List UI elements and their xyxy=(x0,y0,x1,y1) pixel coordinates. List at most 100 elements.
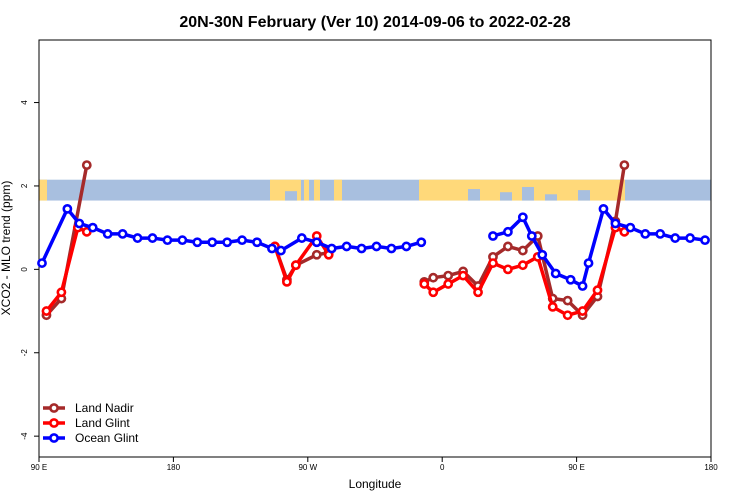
series-layer xyxy=(37,160,710,321)
point-ocean-glint-0-3 xyxy=(87,222,98,233)
legend-item-land-nadir: Land Nadir xyxy=(43,401,134,415)
point-ocean-glint-0-6 xyxy=(132,233,143,243)
point-land-glint-2-5 xyxy=(488,258,498,268)
point-land-glint-2-6 xyxy=(503,264,513,275)
y-tick-label-2: 0 xyxy=(20,267,29,272)
x-tick-label-2: 90 W xyxy=(298,463,317,472)
legend-label-land-nadir: Land Nadir xyxy=(75,401,134,415)
y-tick-label-3: 2 xyxy=(20,183,29,188)
point-ocean-glint-0-0 xyxy=(37,258,47,268)
point-land-glint-2-1 xyxy=(428,287,439,298)
y-tick-label-1: -2 xyxy=(20,349,29,357)
point-ocean-glint-0-7 xyxy=(147,233,158,243)
point-ocean-glint-1-6 xyxy=(565,274,576,285)
map-land-2 xyxy=(304,179,309,201)
series-land-glint xyxy=(41,222,630,321)
y-axis-label: XCO2 - MLO trend (ppm) xyxy=(0,181,13,316)
point-land-nadir-2-7 xyxy=(517,245,528,256)
map-land-0 xyxy=(39,179,47,201)
x-axis: 90 E 180 90 W 0 90 E 180 xyxy=(31,457,718,472)
legend-marker-ocean-glint xyxy=(49,433,59,443)
point-land-glint-2-10 xyxy=(562,310,573,321)
point-land-nadir-2-14 xyxy=(619,160,630,170)
point-ocean-glint-0-25 xyxy=(416,237,427,248)
point-ocean-glint-1-14 xyxy=(670,233,681,243)
point-ocean-glint-0-19 xyxy=(326,243,337,254)
map-coast-2 xyxy=(522,186,534,201)
point-land-glint-2-0 xyxy=(419,279,430,289)
point-ocean-glint-0-16 xyxy=(276,245,286,256)
point-ocean-glint-1-2 xyxy=(517,212,528,223)
point-ocean-glint-0-10 xyxy=(192,237,203,248)
point-ocean-glint-1-0 xyxy=(488,231,498,241)
x-axis-label: Longitude xyxy=(349,477,402,491)
legend-marker-land-glint xyxy=(49,418,59,428)
point-land-glint-1-1 xyxy=(281,276,292,287)
point-ocean-glint-1-12 xyxy=(640,229,651,239)
y-axis: -4 -2 0 2 4 xyxy=(20,100,39,440)
world-map-strip xyxy=(39,179,711,201)
point-land-glint-0-1 xyxy=(56,287,67,298)
point-ocean-glint-1-16 xyxy=(700,235,710,246)
point-land-nadir-2-2 xyxy=(443,270,454,281)
point-land-glint-2-11 xyxy=(577,306,588,316)
x-tick-label-0: 90 E xyxy=(31,463,47,472)
legend-label-ocean-glint: Ocean Glint xyxy=(75,431,139,445)
point-ocean-glint-1-8 xyxy=(583,258,594,268)
legend-marker-land-nadir xyxy=(49,403,59,413)
line-ocean-glint-0 xyxy=(40,207,422,264)
point-land-nadir-2-1 xyxy=(428,272,439,283)
point-ocean-glint-0-14 xyxy=(252,237,262,248)
point-ocean-glint-1-3 xyxy=(526,231,537,241)
map-coast-3 xyxy=(545,194,557,201)
point-ocean-glint-1-4 xyxy=(537,249,548,260)
point-ocean-glint-1-1 xyxy=(503,226,513,237)
map-coast-0 xyxy=(468,189,480,201)
point-land-glint-2-9 xyxy=(547,301,558,312)
plot-frame xyxy=(38,39,712,458)
point-ocean-glint-0-5 xyxy=(117,229,128,239)
point-ocean-glint-0-23 xyxy=(386,243,397,254)
line-land-glint-0 xyxy=(45,225,88,313)
point-ocean-glint-1-15 xyxy=(685,233,695,243)
point-ocean-glint-0-4 xyxy=(102,229,113,239)
legend-item-land-glint: Land Glint xyxy=(43,416,130,430)
point-land-nadir-2-10 xyxy=(562,295,573,306)
point-land-glint-1-2 xyxy=(290,260,301,271)
legend-item-ocean-glint: Ocean Glint xyxy=(43,431,139,445)
point-land-glint-2-12 xyxy=(592,285,603,296)
x-tick-label-5: 180 xyxy=(704,463,718,472)
point-land-glint-2-2 xyxy=(443,279,454,289)
point-ocean-glint-0-9 xyxy=(177,235,188,246)
point-ocean-glint-1-10 xyxy=(610,218,621,229)
series-ocean-glint xyxy=(37,203,710,291)
point-ocean-glint-0-12 xyxy=(222,237,233,248)
point-ocean-glint-0-24 xyxy=(401,241,412,252)
point-ocean-glint-1-13 xyxy=(655,229,666,239)
point-ocean-glint-0-17 xyxy=(296,233,307,243)
point-ocean-glint-0-22 xyxy=(371,241,382,252)
map-coast-4 xyxy=(578,190,590,201)
point-land-nadir-0-2 xyxy=(81,160,92,170)
point-ocean-glint-0-18 xyxy=(311,237,322,248)
point-ocean-glint-0-2 xyxy=(74,218,85,229)
y-tick-label-0: -4 xyxy=(20,432,29,440)
point-ocean-glint-0-20 xyxy=(341,241,352,252)
point-ocean-glint-0-15 xyxy=(267,243,277,254)
y-tick-label-4: 4 xyxy=(20,100,29,105)
map-land-4 xyxy=(334,179,342,201)
point-land-glint-2-3 xyxy=(458,270,469,281)
point-ocean-glint-0-8 xyxy=(162,235,173,246)
point-ocean-glint-0-21 xyxy=(356,243,367,254)
point-ocean-glint-0-11 xyxy=(207,237,218,248)
chart-title: 20N-30N February (Ver 10) 2014-09-06 to … xyxy=(179,14,570,31)
map-coast-1 xyxy=(500,192,512,201)
x-tick-label-1: 180 xyxy=(167,463,181,472)
map-land-3 xyxy=(314,179,320,201)
map-coast-5 xyxy=(285,191,297,201)
x-tick-label-3: 0 xyxy=(440,463,445,472)
legend-label-land-glint: Land Glint xyxy=(75,416,130,430)
point-ocean-glint-1-9 xyxy=(598,203,609,214)
